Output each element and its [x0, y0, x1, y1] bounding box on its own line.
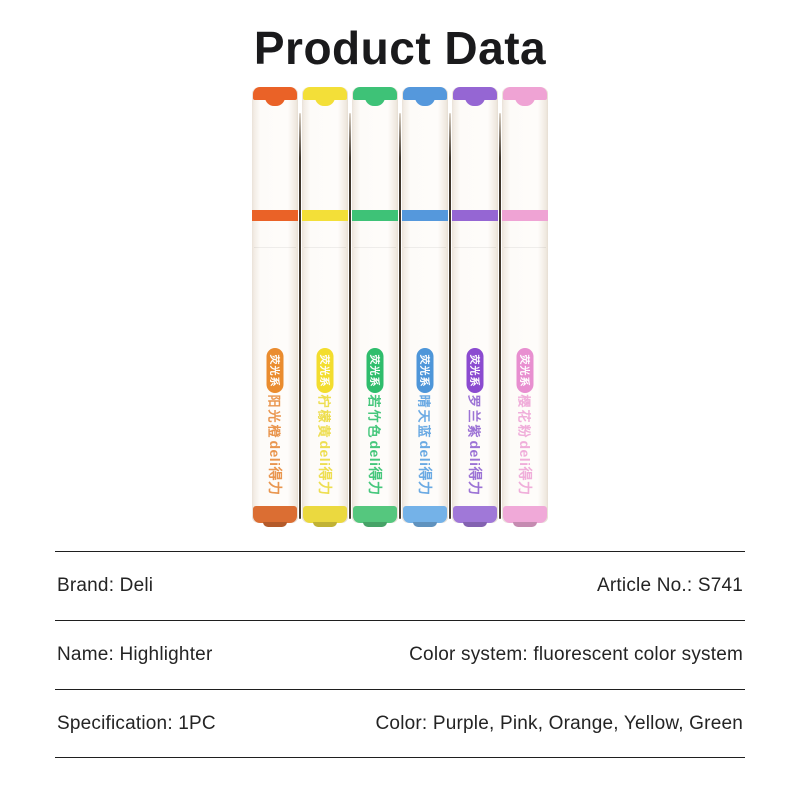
spec-table-row: Name: Highlighter Color system: fluoresc… [55, 620, 745, 689]
pen-gap [499, 113, 501, 519]
pen-gap [299, 113, 301, 519]
spec-cell-left: Name: Highlighter [57, 644, 213, 665]
pen-cap-color-top [253, 87, 297, 100]
pen-color-name-label: 晴天蓝 [416, 394, 432, 440]
pen-color-name: 樱花粉 [516, 393, 534, 441]
pen-gap [399, 113, 401, 519]
deli-brand-logo: deli得力 [466, 439, 484, 497]
spec-cell-right: Color system: fluorescent color system [409, 644, 743, 665]
pen-base [353, 506, 397, 523]
fluorescent-series-badge: 荧光系 [416, 348, 434, 393]
deli-brand-logo-label: deli得力 [267, 440, 283, 496]
pen-cap-color-top [353, 87, 397, 100]
pen-color-name: 阳光橙 [266, 393, 284, 441]
highlighter-pen-orange: 荧光系 阳光橙 deli得力 [252, 87, 298, 523]
highlighter-pen-purple: 荧光系 罗兰紫 deli得力 [452, 87, 498, 523]
pen-cap-seam [504, 247, 546, 248]
pen-color-stripe [252, 210, 298, 221]
pen-color-stripe [452, 210, 498, 221]
pen-cap-tongue [315, 96, 335, 106]
pen-cap-color-top [503, 87, 547, 100]
pen-base [503, 506, 547, 523]
pen-cap-seam [454, 247, 496, 248]
highlighter-pen-green: 荧光系 若竹色 deli得力 [352, 87, 398, 523]
fluorescent-series-badge: 荧光系 [466, 348, 484, 393]
deli-brand-logo: deli得力 [416, 439, 434, 497]
pen-cap-tongue [265, 96, 285, 106]
fluorescent-series-badge: 荧光系 [366, 348, 384, 393]
pen-gap [449, 113, 451, 519]
fluorescent-series-badge-label: 荧光系 [367, 354, 379, 387]
pen-cap-seam [254, 247, 296, 248]
highlighter-pen-pink: 荧光系 樱花粉 deli得力 [502, 87, 548, 523]
pen-cap-color-top [453, 87, 497, 100]
product-photo-highlighters: 荧光系 阳光橙 deli得力 荧光系 柠檬黄 deli得力 荧光系 [250, 87, 550, 523]
spec-table-row: Brand: Deli Article No.: S741 [55, 551, 745, 620]
pen-cap-tongue [365, 96, 385, 106]
highlighter-pen-blue: 荧光系 晴天蓝 deli得力 [402, 87, 448, 523]
spec-table: Brand: Deli Article No.: S741 Name: High… [55, 551, 745, 758]
deli-brand-logo: deli得力 [366, 439, 384, 497]
pen-base [453, 506, 497, 523]
pen-color-name-label: 罗兰紫 [466, 394, 482, 440]
pen-color-stripe [502, 210, 548, 221]
pen-color-name: 罗兰紫 [466, 393, 484, 441]
pen-color-name: 若竹色 [366, 393, 384, 441]
spec-cell-right: Color: Purple, Pink, Orange, Yellow, Gre… [375, 712, 743, 734]
fluorescent-series-badge-label: 荧光系 [267, 354, 279, 387]
pen-base [253, 506, 297, 523]
pen-cap-seam [304, 247, 346, 248]
pen-cap-seam [354, 247, 396, 248]
pen-color-name-label: 樱花粉 [516, 394, 532, 440]
pen-cap-tongue [415, 96, 435, 106]
pen-color-stripe [402, 210, 448, 221]
pen-cap-tongue [465, 96, 485, 106]
fluorescent-series-badge-label: 荧光系 [517, 354, 529, 387]
fluorescent-series-badge-label: 荧光系 [467, 354, 479, 387]
deli-brand-logo-label: deli得力 [367, 440, 383, 496]
pen-color-name-label: 若竹色 [366, 394, 382, 440]
deli-brand-logo-label: deli得力 [417, 440, 433, 496]
fluorescent-series-badge: 荧光系 [516, 348, 534, 393]
spec-cell-left: Brand: Deli [57, 575, 154, 596]
pen-base [403, 506, 447, 523]
pen-cap-color-top [303, 87, 347, 100]
pen-gap [349, 113, 351, 519]
pen-color-name: 晴天蓝 [416, 393, 434, 441]
pen-color-name: 柠檬黄 [316, 393, 334, 441]
spec-cell-left: Specification: 1PC [57, 712, 216, 734]
pen-color-stripe [352, 210, 398, 221]
highlighter-pen-yellow: 荧光系 柠檬黄 deli得力 [302, 87, 348, 523]
spec-table-row: Specification: 1PC Color: Purple, Pink, … [55, 689, 745, 758]
pen-color-name-label: 阳光橙 [266, 394, 282, 440]
fluorescent-series-badge: 荧光系 [316, 348, 334, 393]
pen-cap-color-top [403, 87, 447, 100]
pen-color-name-label: 柠檬黄 [316, 394, 332, 440]
pen-base [303, 506, 347, 523]
deli-brand-logo-label: deli得力 [467, 440, 483, 496]
fluorescent-series-badge-label: 荧光系 [317, 354, 329, 387]
deli-brand-logo: deli得力 [266, 439, 284, 497]
pen-cap-tongue [515, 96, 535, 106]
fluorescent-series-badge: 荧光系 [266, 348, 284, 393]
pen-color-stripe [302, 210, 348, 221]
spec-cell-right: Article No.: S741 [597, 575, 743, 596]
deli-brand-logo-label: deli得力 [517, 440, 533, 496]
pen-cap-seam [404, 247, 446, 248]
page-title: Product Data [253, 22, 547, 74]
fluorescent-series-badge-label: 荧光系 [417, 354, 429, 387]
deli-brand-logo: deli得力 [516, 439, 534, 497]
deli-brand-logo: deli得力 [316, 439, 334, 497]
deli-brand-logo-label: deli得力 [317, 440, 333, 496]
